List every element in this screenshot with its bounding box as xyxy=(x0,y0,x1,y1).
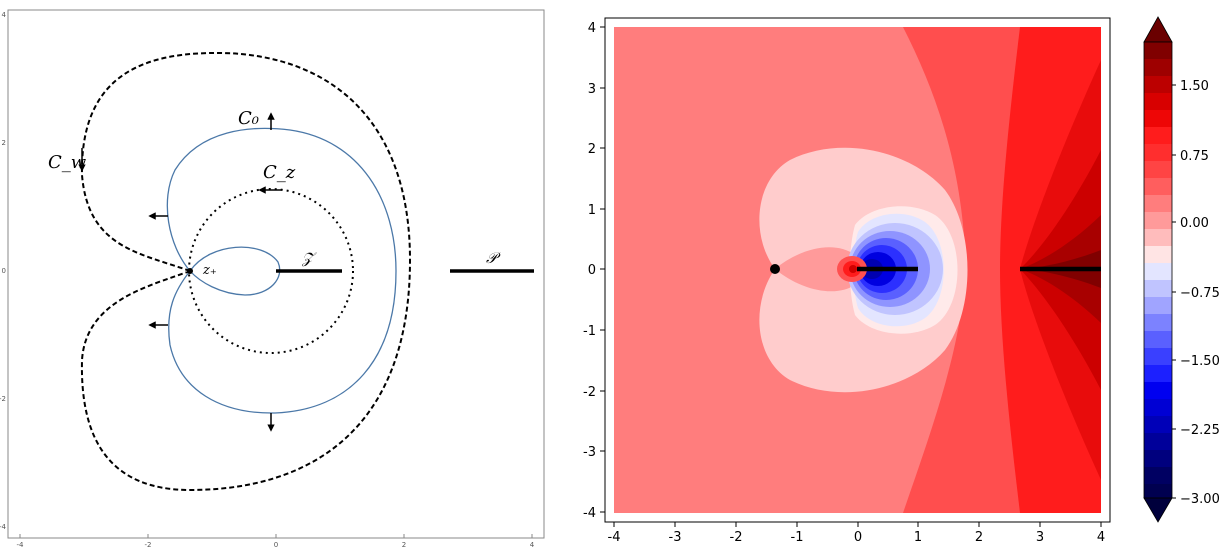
colorbar-tick: 0.00 xyxy=(1180,216,1209,231)
left-diagram: -4 -2 0 2 4 4 2 0 -2 -4 xyxy=(0,9,545,549)
left-y-tick: -4 xyxy=(0,523,7,531)
left-x-tick: -2 xyxy=(145,541,152,549)
point-zplus xyxy=(187,268,193,274)
left-x-tick: 0 xyxy=(274,541,278,549)
left-x-tick: 4 xyxy=(530,541,535,549)
right-x-tick: -4 xyxy=(608,530,621,545)
right-x-axis xyxy=(613,522,1102,527)
left-x-axis: -4 -2 0 2 4 xyxy=(17,534,535,549)
contour-c0 xyxy=(166,127,397,414)
label-cz: C_z xyxy=(263,162,296,183)
colorbar-top-extend xyxy=(1143,16,1173,43)
right-y-tick: 4 xyxy=(588,21,596,36)
point-zplus-right xyxy=(770,264,780,274)
left-y-axis: 4 2 0 -2 -4 xyxy=(0,11,7,531)
right-y-axis xyxy=(600,26,605,513)
left-y-tick: -2 xyxy=(0,395,6,403)
colorbar-tick: −1.50 xyxy=(1180,354,1220,369)
colorbar-tick: 0.75 xyxy=(1180,149,1209,164)
colorbar-bottom-extend xyxy=(1143,497,1173,523)
right-y-tick: -4 xyxy=(583,506,596,521)
right-y-tick: 3 xyxy=(588,82,596,97)
colorbar-tick: −3.00 xyxy=(1180,492,1220,507)
label-zplus: z₊ xyxy=(202,263,217,278)
right-y-tick: -3 xyxy=(583,445,596,460)
right-y-tick: -2 xyxy=(583,385,596,400)
colorbar-tick: 1.50 xyxy=(1180,79,1209,94)
right-y-tick: 2 xyxy=(588,142,596,157)
contour-c0-inner-loop xyxy=(189,246,281,296)
colorbar-tick: −2.25 xyxy=(1180,423,1220,438)
left-y-tick: 0 xyxy=(2,267,6,275)
left-y-tick: 4 xyxy=(2,11,7,19)
right-x-tick: 2 xyxy=(975,530,983,545)
left-x-tick: -4 xyxy=(17,541,25,549)
contour-cw xyxy=(80,51,412,492)
label-z-cut: 𝒵 xyxy=(301,249,317,267)
right-x-tick: 1 xyxy=(914,530,922,545)
right-contour-plot: -4 -3 -2 -1 0 1 2 3 4 4 3 2 1 0 -1 -2 -3… xyxy=(583,17,1111,545)
right-x-tick: 0 xyxy=(854,530,862,545)
left-y-tick: 2 xyxy=(2,139,6,147)
colorbar-tick: −0.75 xyxy=(1180,286,1220,301)
right-x-tick: -3 xyxy=(669,530,682,545)
right-x-tick: 3 xyxy=(1036,530,1044,545)
label-cw: C_w xyxy=(48,152,87,173)
source-ring-3 xyxy=(849,265,857,273)
right-y-tick: 0 xyxy=(588,263,596,278)
right-x-tick: -2 xyxy=(730,530,743,545)
right-y-tick: 1 xyxy=(588,203,596,218)
left-x-tick: 2 xyxy=(402,541,406,549)
lobe-mid-pink-left xyxy=(775,247,855,292)
c0-arrow-marks xyxy=(148,112,275,432)
left-plot-frame xyxy=(7,9,545,539)
right-x-tick: 4 xyxy=(1097,530,1105,545)
label-c0: C₀ xyxy=(238,108,259,129)
contour-cz xyxy=(188,188,354,354)
right-y-tick: -1 xyxy=(583,324,596,339)
colorbar: 1.50 0.75 0.00 −0.75 −1.50 −2.25 −3.00 xyxy=(1143,16,1220,523)
right-x-tick: -1 xyxy=(791,530,804,545)
